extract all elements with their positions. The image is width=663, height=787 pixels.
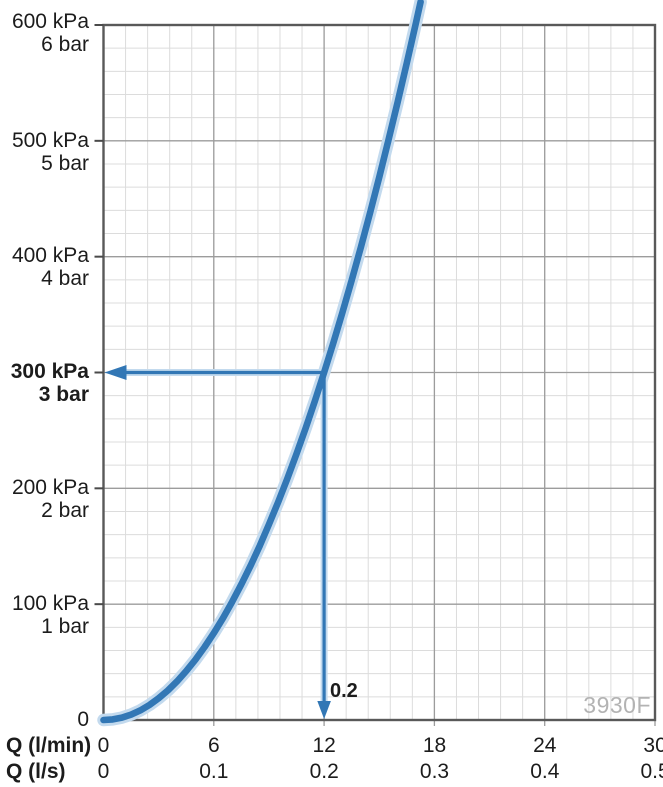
y-label-bar: 3 bar: [38, 383, 89, 406]
x-tick-lmin-0: 0: [97, 734, 110, 757]
x-tick-ls-0: 0: [97, 760, 110, 783]
flow-annotation-label: 0.2: [330, 680, 358, 702]
model-number-watermark: 3930F: [583, 692, 651, 718]
x-axis-title-ls: Q (l/s): [6, 760, 66, 783]
y-label-bar: 4 bar: [41, 267, 89, 290]
x-tick-lmin-6: 6: [207, 734, 220, 757]
x-tick-ls-03: 0.3: [419, 760, 450, 783]
y-axis-label-600: 600 kPa 6 bar: [0, 10, 89, 56]
x-tick-lmin-24: 24: [533, 734, 557, 757]
y-axis-label-300: 300 kPa 3 bar: [0, 360, 89, 406]
y-axis-label-100: 100 kPa 1 bar: [0, 592, 89, 638]
y-label-kpa: 600 kPa: [11, 10, 89, 33]
y-label-bar: 6 bar: [41, 33, 89, 56]
y-axis-label-400: 400 kPa 4 bar: [0, 244, 89, 290]
x-tick-ls-01: 0.1: [199, 760, 229, 783]
y-label-bar: 1 bar: [41, 615, 89, 638]
x-tick-ls-05: 0.5: [640, 760, 663, 783]
y-axis-label-0: 0: [0, 708, 89, 731]
x-tick-lmin-30: 30: [643, 734, 663, 757]
y-label-bar: 2 bar: [41, 499, 89, 522]
y-label-kpa: 0: [77, 708, 89, 731]
x-axis-title-lmin: Q (l/min): [6, 734, 92, 757]
y-label-bar: 5 bar: [41, 152, 89, 175]
x-tick-lmin-18: 18: [422, 734, 447, 757]
x-tick-ls-04: 0.4: [530, 760, 560, 783]
y-axis-label-500: 500 kPa 5 bar: [0, 129, 89, 175]
y-label-kpa: 200 kPa: [11, 476, 89, 499]
x-tick-ls-02: 0.2: [309, 760, 339, 783]
y-label-kpa: 100 kPa: [11, 592, 89, 615]
y-label-kpa: 300 kPa: [10, 360, 89, 383]
x-tick-lmin-12: 12: [312, 734, 336, 757]
y-label-kpa: 500 kPa: [11, 129, 89, 152]
y-axis-label-200: 200 kPa 2 bar: [0, 476, 89, 522]
y-label-kpa: 400 kPa: [11, 244, 89, 267]
